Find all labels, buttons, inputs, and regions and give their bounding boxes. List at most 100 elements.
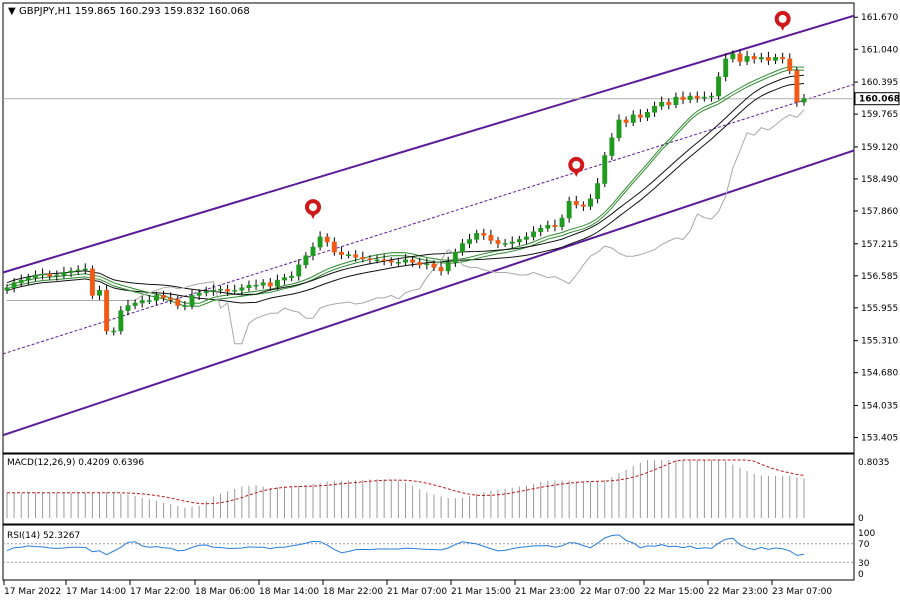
price-layer bbox=[2, 10, 855, 437]
rsi-pane-frame bbox=[2, 524, 855, 581]
candle-bull bbox=[296, 264, 302, 277]
candle-bull bbox=[424, 263, 430, 266]
candle-bull bbox=[467, 239, 472, 244]
candle-bull bbox=[602, 155, 608, 184]
candle-bull bbox=[709, 95, 714, 98]
candle-bull bbox=[97, 290, 102, 296]
candle-bull bbox=[524, 236, 529, 240]
y-tick-label: 158.490 bbox=[861, 175, 898, 185]
candle-bear bbox=[175, 299, 181, 306]
candle-bear bbox=[225, 289, 231, 292]
macd-scale-zero: 0 bbox=[858, 514, 864, 524]
ma-green-lower bbox=[6, 69, 805, 307]
candle-bear bbox=[381, 259, 387, 262]
candle-bull bbox=[516, 239, 522, 243]
current-price-label: 160.068 bbox=[859, 95, 900, 105]
rsi-label: RSI(14) 52.3267 bbox=[7, 531, 80, 541]
candle-bear bbox=[751, 56, 757, 60]
candle-bull bbox=[18, 279, 24, 283]
candle-bear bbox=[488, 235, 494, 241]
channel-mid-line bbox=[2, 83, 855, 355]
candle-bull bbox=[630, 114, 636, 123]
candle-bull bbox=[445, 262, 451, 272]
macd-signal-line bbox=[7, 459, 805, 505]
candle-bull bbox=[545, 224, 551, 229]
candle-bull bbox=[588, 198, 593, 207]
candle-bull bbox=[68, 270, 74, 273]
candle-bull bbox=[75, 269, 81, 272]
y-tick-label: 161.040 bbox=[861, 45, 898, 55]
channel-upper-line bbox=[2, 14, 855, 274]
candle-bear bbox=[580, 204, 586, 207]
candle-bear bbox=[573, 201, 579, 206]
y-tick-label: 153.405 bbox=[861, 433, 898, 443]
candle-bull bbox=[260, 282, 266, 286]
rsi-line bbox=[6, 534, 805, 556]
x-tick-label: 22 Mar 15:00 bbox=[644, 587, 704, 597]
candle-bull bbox=[346, 254, 352, 256]
symbol-dropdown-icon[interactable]: ▼ bbox=[8, 6, 16, 17]
rsi-scale-30: 30 bbox=[858, 559, 870, 569]
x-tick-label: 17 Mar 22:00 bbox=[130, 587, 190, 597]
candle-bull bbox=[146, 300, 152, 302]
candle-bear bbox=[410, 259, 416, 263]
candle-bear bbox=[353, 254, 359, 258]
candle-bear bbox=[89, 268, 95, 296]
y-tick-label: 160.395 bbox=[861, 78, 898, 88]
candle-bull bbox=[758, 57, 764, 60]
reversal-marker-hole bbox=[308, 203, 317, 212]
candle-bear bbox=[388, 260, 394, 263]
candle-bull bbox=[652, 105, 658, 113]
candle-bear bbox=[47, 273, 53, 277]
channel-lower-line bbox=[2, 149, 855, 437]
reversal-marker-hole bbox=[572, 160, 581, 169]
candle-bull bbox=[82, 268, 88, 271]
candle-bear bbox=[666, 101, 672, 105]
y-tick-label: 155.955 bbox=[861, 304, 898, 314]
candle-bear bbox=[780, 57, 786, 60]
x-tick-label: 21 Mar 07:00 bbox=[387, 587, 447, 597]
x-tick-label: 23 Mar 07:00 bbox=[772, 587, 832, 597]
x-tick-label: 17 Mar 14:00 bbox=[66, 587, 126, 597]
candle-bull bbox=[723, 58, 729, 77]
reversal-marker-arrow bbox=[573, 170, 580, 177]
ma-green-upper bbox=[6, 66, 805, 304]
candle-bull bbox=[773, 57, 778, 61]
candle-bull bbox=[595, 183, 601, 200]
symbol-header-label: GBPJPY,H1 159.865 160.293 159.832 160.06… bbox=[19, 6, 250, 17]
candle-bull bbox=[801, 98, 807, 103]
candle-bull bbox=[4, 287, 10, 291]
x-tick-label: 22 Mar 23:00 bbox=[708, 587, 768, 597]
candle-bear bbox=[623, 119, 629, 123]
y-tick-label: 159.120 bbox=[861, 143, 898, 153]
candle-bear bbox=[481, 233, 487, 236]
candle-bull bbox=[289, 275, 295, 278]
candle-bull bbox=[61, 272, 67, 276]
candle-bull bbox=[132, 302, 138, 306]
candle-bull bbox=[274, 279, 280, 287]
candle-bear bbox=[339, 251, 344, 255]
candle-bull bbox=[196, 292, 202, 296]
candle-bear bbox=[637, 114, 643, 118]
rsi-scale-100: 100 bbox=[858, 529, 875, 539]
candle-bull bbox=[282, 277, 287, 281]
candle-bull bbox=[531, 231, 537, 238]
candle-bull bbox=[11, 282, 17, 288]
y-tick-label: 159.765 bbox=[861, 110, 898, 120]
candle-bear bbox=[367, 258, 373, 261]
candle-bull bbox=[716, 76, 722, 97]
candle-bull bbox=[203, 291, 209, 294]
candle-bull bbox=[673, 96, 679, 105]
candle-bull bbox=[111, 330, 117, 333]
candle-bull bbox=[609, 137, 615, 156]
x-tick-label: 17 Mar 2022 bbox=[4, 587, 61, 597]
y-tick-label: 154.035 bbox=[861, 401, 898, 411]
reversal-marker-hole bbox=[778, 14, 787, 23]
candle-bull bbox=[644, 112, 650, 118]
candle-bear bbox=[431, 263, 437, 268]
macd-scale-top: 0.8035 bbox=[858, 458, 890, 468]
rsi-scale-70: 70 bbox=[858, 540, 870, 550]
candle-bull bbox=[310, 246, 316, 256]
candle-bull bbox=[317, 236, 323, 248]
candle-bull bbox=[253, 284, 259, 287]
